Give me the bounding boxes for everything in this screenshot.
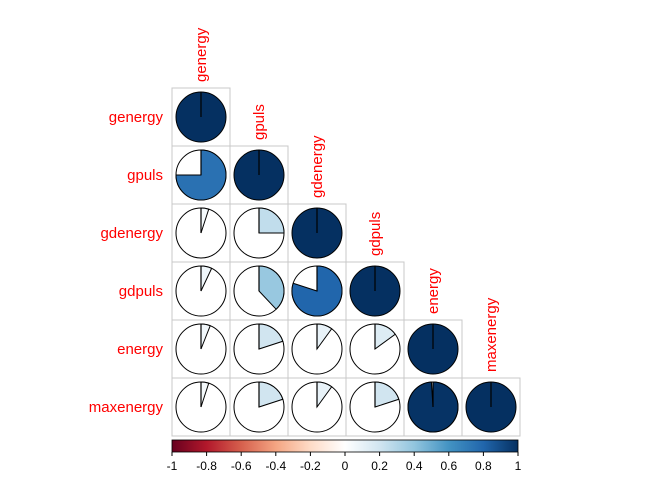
row-label-gpuls: gpuls <box>127 167 163 184</box>
row-label-gdenergy: gdenergy <box>100 225 163 242</box>
col-label-gdpuls: gdpuls <box>367 212 384 256</box>
cell-maxenergy-maxenergy <box>461 377 521 437</box>
col-label-gpuls: gpuls <box>251 104 268 140</box>
row-label-genergy: genergy <box>109 109 164 126</box>
row-label-gdpuls: gdpuls <box>119 283 163 300</box>
colorbar-tick-label: -0.2 <box>300 459 321 473</box>
colorbar-tick-label: 1 <box>515 459 522 473</box>
colorbar-tick-label: -0.6 <box>231 459 252 473</box>
colorbar-tick-label: 0.8 <box>475 459 492 473</box>
colorbar-tick-label: -0.8 <box>196 459 217 473</box>
row-label-energy: energy <box>117 341 163 358</box>
pie-gpuls-genergy <box>175 149 227 201</box>
colorbar-tick-label: 0.4 <box>406 459 423 473</box>
colorbar-tick-label: -0.4 <box>265 459 286 473</box>
pie-gdpuls-gpuls <box>258 265 285 310</box>
colorbar-tick-label: -1 <box>167 459 178 473</box>
col-label-energy: energy <box>425 268 442 314</box>
colorbar <box>171 439 519 453</box>
pie-gdpuls-gdenergy <box>291 265 343 317</box>
col-label-gdenergy: gdenergy <box>309 135 326 198</box>
col-label-maxenergy: maxenergy <box>483 297 500 372</box>
colorbar-tick-label: 0.6 <box>440 459 457 473</box>
pie-gdenergy-gpuls <box>258 207 285 234</box>
col-label-genergy: genergy <box>193 27 210 82</box>
row-label-maxenergy: maxenergy <box>89 399 164 416</box>
colorbar-tick-label: 0.2 <box>371 459 388 473</box>
colorbar-tick-label: 0 <box>342 459 349 473</box>
